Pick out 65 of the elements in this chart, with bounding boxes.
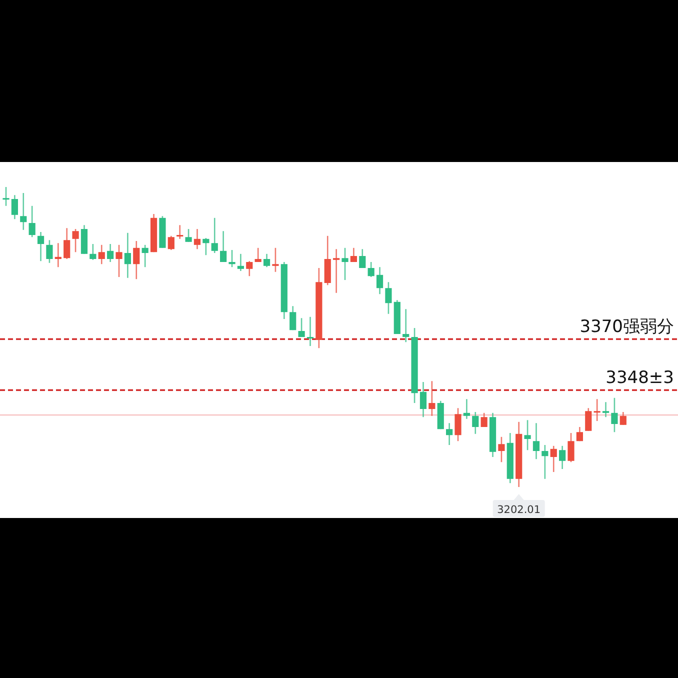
candlestick — [385, 281, 392, 315]
candlestick — [602, 401, 610, 418]
candlestick — [594, 398, 600, 422]
candlestick — [368, 261, 374, 278]
candlestick — [550, 445, 557, 473]
candlestick — [402, 308, 410, 343]
candlestick — [237, 253, 244, 272]
candlestick — [524, 419, 531, 451]
candlestick — [28, 205, 36, 238]
candlestick — [306, 316, 314, 347]
candlestick — [576, 426, 583, 442]
candlestick — [142, 244, 148, 268]
candlestick — [463, 398, 470, 420]
candlestick — [480, 412, 488, 428]
candlestick — [254, 247, 262, 263]
candlestick — [272, 247, 279, 273]
candlestick — [350, 247, 357, 263]
candlestick — [124, 232, 131, 279]
candlestick — [220, 230, 227, 263]
candlestick — [420, 381, 427, 418]
candlestick — [185, 228, 192, 243]
candlestick — [46, 239, 53, 264]
candlestick — [298, 317, 305, 338]
annotation: 3202.01 — [497, 504, 541, 516]
candlestick — [611, 397, 618, 433]
candlestick — [532, 422, 540, 460]
candlestick — [133, 240, 140, 280]
candlestick — [454, 407, 462, 442]
annotation: 3202.01 — [492, 494, 545, 517]
candlestick — [542, 444, 548, 480]
candlestick — [446, 422, 453, 446]
candlestick — [290, 305, 296, 331]
candlestick — [359, 248, 366, 269]
candlestick — [324, 235, 331, 286]
candlestick — [116, 244, 122, 278]
candlestick — [72, 228, 79, 253]
candlestick — [428, 380, 436, 417]
candlestick — [11, 194, 18, 220]
candlestick — [202, 237, 210, 256]
candlestick — [176, 224, 184, 240]
candlestick — [263, 253, 270, 268]
candlestick — [342, 247, 348, 281]
candlestick — [107, 243, 114, 263]
candlestick — [64, 227, 70, 260]
candlestick — [559, 445, 566, 470]
candlestick — [585, 407, 592, 432]
candlestick — [98, 244, 105, 265]
candlestick — [194, 228, 201, 250]
candlestick — [333, 248, 340, 294]
candlestick — [568, 432, 574, 463]
candlestick — [90, 243, 96, 261]
annotation: 3348±3 — [606, 368, 674, 388]
candlestick — [228, 249, 236, 268]
candlestick — [472, 411, 479, 435]
candlestick — [20, 192, 27, 231]
candlestick — [54, 242, 62, 268]
candlestick — [620, 411, 626, 426]
candlestick — [376, 266, 384, 295]
candlestick — [211, 217, 218, 254]
candlestick — [168, 235, 174, 251]
candlestick — [246, 260, 253, 277]
annotation: 3370强弱分 — [580, 317, 674, 338]
candlestick — [37, 231, 44, 262]
candlestick — [498, 436, 505, 463]
candlestick — [2, 186, 10, 207]
